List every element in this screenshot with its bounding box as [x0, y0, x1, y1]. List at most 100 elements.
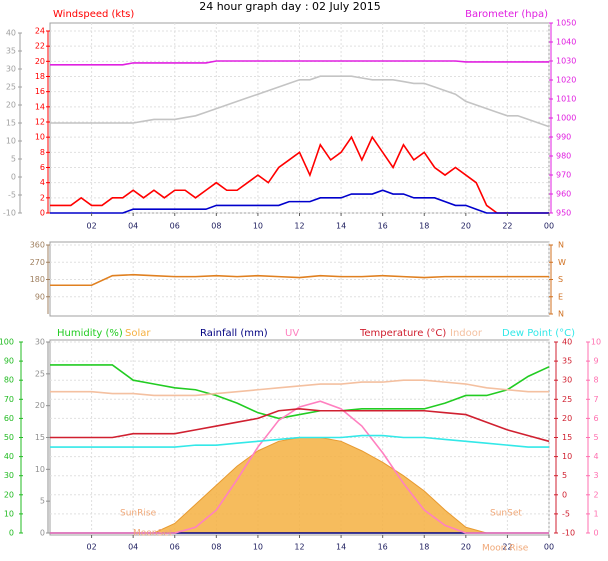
- y-tick-label: 80: [4, 376, 14, 385]
- y-tick-label: 360: [30, 241, 45, 250]
- legend-label: Windspeed (kts): [53, 9, 134, 20]
- x-tick-label: 12: [294, 543, 304, 552]
- y-tick-label: 30: [6, 65, 16, 74]
- y-tick-label: S: [558, 275, 563, 284]
- x-tick-label: 08: [211, 222, 221, 231]
- y-tick-label: 30: [35, 338, 45, 347]
- y-tick-label: 40: [4, 452, 14, 461]
- x-tick-label: 10: [253, 222, 263, 231]
- y-tick-label: 0: [40, 209, 45, 218]
- x-tick-label: 18: [419, 222, 429, 231]
- y-tick-label: 3: [593, 471, 598, 480]
- y-tick-label: 5: [11, 155, 16, 164]
- y-tick-label: 30: [4, 471, 14, 480]
- x-tick-label: 10: [253, 543, 263, 552]
- y-tick-label: 2: [593, 490, 598, 499]
- y-tick-label: 10: [4, 509, 14, 518]
- y-tick-label: 8: [593, 376, 598, 385]
- y-tick-label: 20: [35, 401, 45, 410]
- y-tick-label: N: [558, 310, 564, 319]
- legend-label: Temperature (°C): [359, 328, 446, 339]
- y-tick-label: -5: [562, 509, 570, 518]
- legend-label: Solar: [125, 328, 151, 339]
- y-tick-label: 1: [593, 509, 598, 518]
- x-tick-label: 08: [211, 543, 221, 552]
- x-tick-label: 12: [294, 222, 304, 231]
- y-tick-label: 0: [562, 490, 567, 499]
- y-tick-label: 20: [4, 490, 14, 499]
- y-tick-label: 90: [35, 292, 45, 301]
- y-tick-label: 1050: [556, 19, 576, 28]
- y-tick-label: 6: [593, 414, 598, 423]
- y-tick-label: 100: [0, 338, 14, 347]
- y-tick-label: 22: [35, 42, 45, 51]
- x-tick-label: 14: [336, 222, 346, 231]
- x-tick-label: 04: [128, 543, 138, 552]
- x-tick-label: 20: [461, 222, 471, 231]
- x-tick-label: 20: [461, 543, 471, 552]
- y-tick-label: 10: [591, 338, 601, 347]
- y-tick-label: 0: [40, 529, 45, 538]
- y-tick-label: 270: [30, 258, 45, 267]
- y-tick-label: 12: [35, 118, 45, 127]
- y-tick-label: 25: [562, 395, 572, 404]
- y-tick-label: 20: [35, 57, 45, 66]
- y-tick-label: 5: [593, 433, 598, 442]
- y-tick-label: 18: [35, 72, 45, 81]
- y-tick-label: 4: [593, 452, 598, 461]
- y-tick-label: 15: [6, 119, 16, 128]
- y-tick-label: 970: [556, 171, 571, 180]
- y-tick-label: 980: [556, 152, 571, 161]
- y-tick-label: 50: [4, 433, 14, 442]
- y-tick-label: 2: [40, 193, 45, 202]
- y-tick-label: 1000: [556, 114, 576, 123]
- y-tick-label: 1040: [556, 38, 576, 47]
- y-tick-label: 960: [556, 190, 571, 199]
- y-tick-label: 9: [593, 357, 598, 366]
- y-tick-label: 0: [9, 529, 14, 538]
- x-tick-label: 02: [86, 543, 96, 552]
- chart-title: 24 hour graph day : 02 July 2015: [199, 0, 381, 13]
- y-tick-label: -10: [562, 529, 575, 538]
- annotation: SunRise: [120, 509, 157, 519]
- x-tick-label: 22: [502, 222, 512, 231]
- y-tick-label: 950: [556, 209, 571, 218]
- annotation: MoonSet: [133, 529, 173, 539]
- plot-area: [49, 22, 550, 214]
- x-tick-label: 04: [128, 222, 138, 231]
- legend-label: Dew Point (°C): [502, 328, 575, 339]
- y-tick-label: 4: [40, 178, 45, 187]
- y-tick-label: 1020: [556, 76, 576, 85]
- y-tick-label: 6: [40, 163, 45, 172]
- y-tick-label: 25: [6, 83, 16, 92]
- y-tick-label: 1030: [556, 57, 576, 66]
- series-line: [50, 60, 549, 66]
- y-tick-label: 20: [6, 101, 16, 110]
- y-tick-label: 0: [11, 173, 16, 182]
- x-tick-label: 00: [544, 222, 554, 231]
- x-tick-label: 14: [336, 543, 346, 552]
- y-tick-label: 990: [556, 133, 571, 142]
- series-line: [50, 273, 549, 287]
- y-tick-label: 8: [40, 148, 45, 157]
- legend-label: Humidity (%): [57, 328, 123, 339]
- series-line: [50, 364, 550, 420]
- legend-label: Rainfall (mm): [200, 328, 268, 339]
- y-tick-label: 5: [40, 497, 45, 506]
- series-line: [50, 400, 549, 534]
- x-tick-label: 16: [378, 222, 388, 231]
- series-line: [50, 379, 549, 397]
- y-tick-label: 20: [562, 414, 572, 423]
- x-tick-label: 18: [419, 543, 429, 552]
- x-tick-label: 06: [170, 222, 180, 231]
- y-tick-label: 35: [562, 357, 572, 366]
- y-tick-label: N: [558, 241, 564, 250]
- y-tick-label: 40: [6, 29, 16, 38]
- y-tick-label: 90: [4, 357, 14, 366]
- series-line: [50, 75, 550, 128]
- legend-label: UV: [285, 328, 299, 339]
- series-line: [50, 189, 549, 214]
- series-line: [50, 135, 549, 214]
- y-tick-label: 40: [562, 338, 572, 347]
